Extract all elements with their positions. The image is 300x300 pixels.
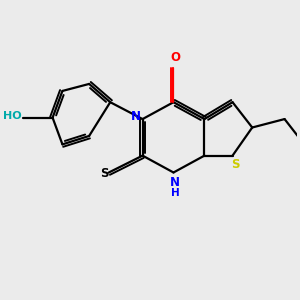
Text: N: N <box>170 176 180 189</box>
Text: O: O <box>170 51 180 64</box>
Text: S: S <box>100 167 109 180</box>
Text: S: S <box>231 158 240 171</box>
Text: N: N <box>130 110 140 123</box>
Text: HO: HO <box>3 111 22 121</box>
Text: H: H <box>170 188 179 198</box>
